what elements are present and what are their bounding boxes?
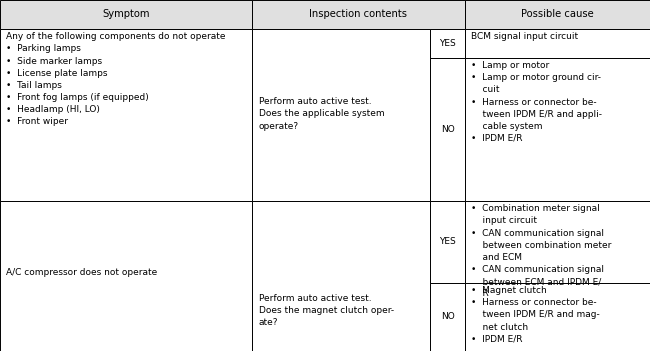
Text: BCM signal input circuit: BCM signal input circuit [471, 32, 578, 41]
Text: Perform auto active test.
Does the magnet clutch oper-
ate?: Perform auto active test. Does the magne… [259, 294, 394, 327]
Bar [465, 58, 650, 201]
Text: Any of the following components do not operate
•  Parking lamps
•  Side marker l: Any of the following components do not o… [6, 32, 226, 126]
Bar [252, 0, 465, 29]
Bar [0, 29, 252, 201]
Bar [430, 201, 465, 283]
Text: Symptom: Symptom [102, 9, 150, 19]
Bar [252, 29, 430, 201]
Text: Inspection contents: Inspection contents [309, 9, 408, 19]
Bar [430, 58, 465, 201]
Bar [465, 201, 650, 283]
Bar [465, 0, 650, 29]
Bar [430, 283, 465, 351]
Text: YES: YES [439, 39, 456, 48]
Bar [252, 201, 430, 351]
Text: •  Lamp or motor
•  Lamp or motor ground cir-
    cuit
•  Harness or connector b: • Lamp or motor • Lamp or motor ground c… [471, 61, 603, 143]
Text: NO: NO [441, 125, 454, 134]
Text: YES: YES [439, 237, 456, 246]
Text: NO: NO [441, 312, 454, 321]
Text: Possible cause: Possible cause [521, 9, 593, 19]
Text: •  Magnet clutch
•  Harness or connector be-
    tween IPDM E/R and mag-
    net: • Magnet clutch • Harness or connector b… [471, 286, 600, 344]
Text: •  Combination meter signal
    input circuit
•  CAN communication signal
    be: • Combination meter signal input circuit… [471, 204, 612, 298]
Text: A/C compressor does not operate: A/C compressor does not operate [6, 268, 158, 277]
Text: Perform auto active test.
Does the applicable system
operate?: Perform auto active test. Does the appli… [259, 97, 384, 131]
Bar [0, 201, 252, 351]
Bar [0, 0, 252, 29]
Bar [465, 29, 650, 58]
Bar [430, 29, 465, 58]
Bar [465, 283, 650, 351]
